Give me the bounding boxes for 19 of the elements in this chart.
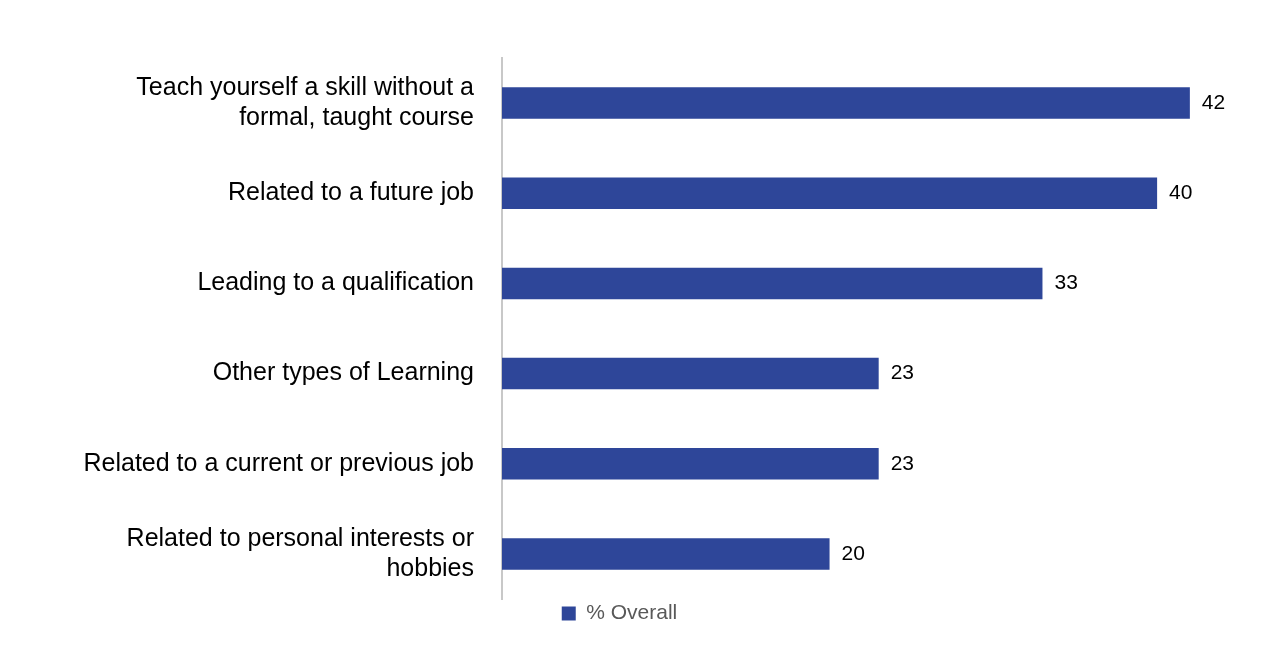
data-label: 20 — [841, 540, 865, 564]
data-label: 40 — [1169, 180, 1193, 204]
data-label: 23 — [890, 450, 915, 474]
y-tick-label: Leading to a qualification — [197, 267, 474, 296]
y-tick-label: Related to a future job — [228, 177, 474, 206]
y-tick-label: Teach yourself a skill without a formal, taught course — [136, 71, 475, 130]
y-tick-label: Related to personal interests or hobbies — [126, 522, 474, 581]
data-label: 23 — [890, 360, 915, 384]
data-label: 42 — [1201, 89, 1226, 113]
y-tick-label: Related to a current or previous job — [83, 447, 474, 476]
data-label: 33 — [1054, 270, 1078, 294]
bar — [502, 447, 879, 480]
y-tick-label: Other types of Learning — [212, 357, 474, 386]
bar — [502, 538, 830, 570]
bar — [502, 357, 879, 390]
bar — [502, 267, 1043, 300]
legend-label: % Overall — [586, 600, 678, 624]
bar — [502, 177, 1158, 210]
bar — [502, 87, 1190, 119]
